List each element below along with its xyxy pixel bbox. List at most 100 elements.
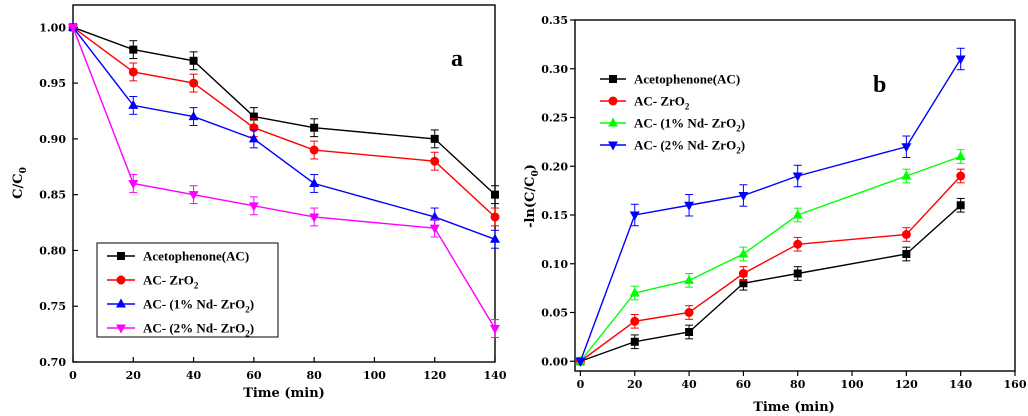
series-group	[575, 47, 966, 367]
legend-marker	[116, 324, 126, 334]
legend-label: Acetophenone(AC)	[634, 72, 740, 87]
y-tick-label: 0.35	[541, 14, 568, 27]
x-tick-label: 160	[1004, 378, 1027, 391]
legend-marker	[117, 252, 125, 260]
data-point	[901, 230, 911, 239]
tick-group: 0 20 40 60 80 100 120 140 0.70 0.75 0.80 0.85 0.90 0.…	[39, 21, 507, 382]
x-tick-label: 100	[363, 369, 386, 382]
x-tick-label: 20	[627, 378, 643, 391]
plot-frame	[72, 4, 496, 363]
legend-label-subscript: 2	[245, 305, 250, 315]
legend-marker	[609, 75, 617, 83]
x-axis-label: Time (min)	[753, 400, 835, 415]
legend-box	[96, 242, 279, 338]
legend-label-subscript: 2	[736, 146, 741, 156]
data-point	[739, 279, 748, 288]
legend-label-subscript: 2	[736, 124, 741, 134]
y-tick-label: 0.15	[541, 209, 568, 222]
y-axis-label: -ln(C/C0)	[523, 164, 541, 228]
y-tick-label: 0.30	[541, 63, 568, 76]
x-tick-label: 20	[126, 369, 142, 382]
data-point	[309, 213, 320, 223]
legend-marker	[608, 141, 618, 151]
data-point	[248, 133, 259, 143]
data-point	[129, 45, 138, 54]
legend-label-subscript: 2	[685, 102, 690, 112]
data-point	[188, 191, 199, 201]
data-point	[684, 308, 694, 317]
data-point	[248, 202, 259, 212]
y-tick-label: 0.70	[39, 356, 66, 369]
data-point	[429, 211, 440, 221]
legend-label: AC- (2% Nd- ZrO2)	[634, 138, 745, 156]
panel-a: 0 20 40 60 80 100 120 1400.700.750.800.850.900.…	[11, 4, 507, 401]
legend-label-tail: )	[741, 116, 745, 131]
legend-label-main: AC- (1% Nd- ZrO	[143, 297, 245, 312]
data-point	[955, 55, 966, 65]
data-point	[629, 211, 640, 221]
legend-label: AC- (1% Nd- ZrO2)	[634, 116, 745, 134]
y-axis-label: C/C0	[11, 167, 29, 199]
x-tick-label: 40	[681, 378, 697, 391]
legend-label-tail: )	[250, 297, 254, 312]
x-tick-label: 100	[841, 378, 864, 391]
data-point	[956, 171, 966, 181]
x-tick-label: 0	[577, 378, 585, 391]
data-point	[684, 274, 695, 284]
data-point	[955, 151, 966, 160]
series-group	[68, 21, 500, 338]
y-axis-label-tail: )	[523, 164, 538, 170]
y-tick-label: 0.80	[39, 244, 66, 257]
data-point	[792, 209, 803, 219]
y-axis-label-main: -ln(C/C	[523, 177, 538, 228]
x-axis-label: Time (min)	[243, 386, 325, 401]
data-point	[249, 112, 258, 121]
x-tick-label: 140	[949, 378, 972, 391]
data-point	[901, 170, 912, 180]
y-tick-label: 0.25	[541, 112, 568, 125]
data-point	[684, 201, 695, 211]
legend-label-main: AC- (1% Nd- ZrO	[634, 116, 736, 131]
data-point	[738, 248, 749, 258]
legend-label-tail: )	[741, 138, 745, 153]
data-point	[685, 328, 694, 336]
data-point	[792, 172, 803, 182]
data-point	[575, 357, 586, 367]
x-tick-label: 120	[423, 369, 446, 382]
tick-group: 0 20 40 60 80 100 120 140 160 0.00 0.05 0.10 0.15 0.2…	[541, 14, 1027, 391]
data-point	[490, 212, 500, 222]
data-point	[793, 269, 802, 278]
y-tick-label: 0.90	[39, 133, 66, 146]
y-tick-label: 1.00	[39, 21, 66, 34]
data-point	[310, 123, 319, 132]
legend-marker	[608, 117, 618, 127]
y-tick-label: 0.00	[541, 355, 568, 368]
data-point	[128, 180, 139, 189]
panel-label: b	[873, 72, 886, 98]
y-tick-label: 0.20	[541, 160, 568, 173]
legend-label: Acetophenone(AC)	[143, 249, 249, 264]
data-point	[956, 201, 965, 210]
x-tick-label: 40	[186, 369, 202, 382]
data-point	[128, 67, 138, 77]
legend-label: AC- (1% Nd- ZrO2)	[143, 297, 254, 315]
legend-box	[590, 67, 767, 159]
legend-label-main: AC- ZrO	[634, 94, 685, 109]
x-tick-label: 140	[484, 369, 507, 382]
data-point	[630, 337, 639, 346]
data-point	[738, 192, 749, 201]
data-point	[901, 143, 912, 153]
legend-label-main: AC- (2% Nd- ZrO	[634, 138, 736, 153]
y-axis-label-main: C/C	[11, 173, 26, 198]
data-point	[309, 145, 319, 155]
data-point	[491, 190, 499, 199]
data-point	[490, 325, 500, 335]
data-point	[793, 239, 803, 249]
y-axis-label-subscript: 0	[19, 167, 29, 173]
data-point	[738, 269, 748, 278]
legend-marker	[116, 298, 126, 308]
plot-frame	[574, 19, 1016, 372]
